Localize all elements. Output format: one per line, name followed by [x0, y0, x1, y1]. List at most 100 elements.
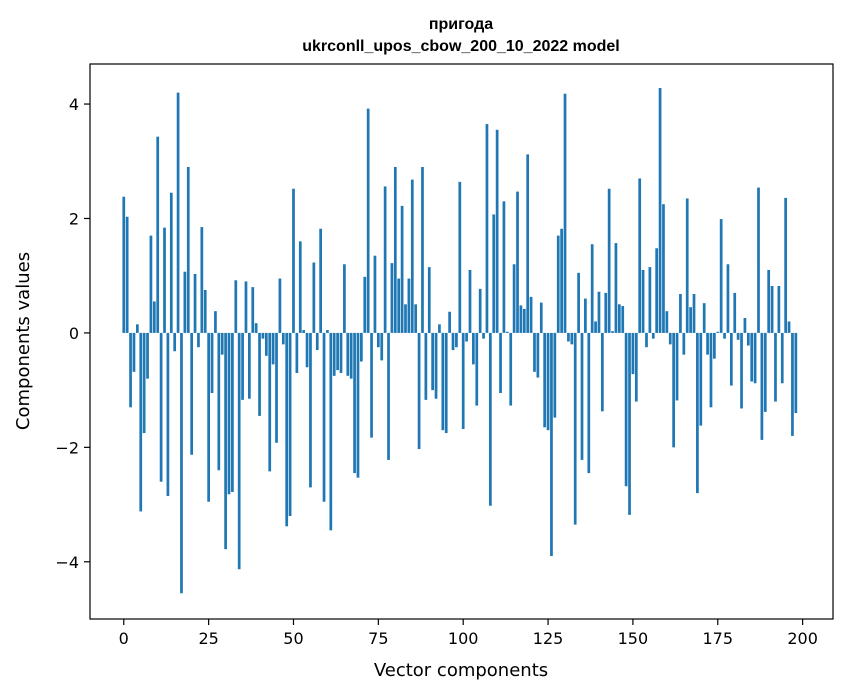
bar: [702, 303, 706, 333]
bar: [512, 264, 516, 333]
bar: [275, 332, 278, 443]
bar: [458, 181, 462, 333]
bar: [451, 332, 455, 351]
bar: [404, 304, 407, 333]
bar: [234, 280, 238, 333]
bar: [539, 302, 543, 333]
bar: [668, 332, 672, 345]
bar: [254, 323, 258, 333]
bar: [746, 332, 750, 346]
bar: [305, 332, 309, 368]
bar: [383, 186, 387, 333]
bar: [329, 332, 333, 531]
x-tick-label: 75: [368, 629, 388, 648]
bar: [777, 286, 781, 333]
bar: [268, 332, 272, 472]
bar: [193, 273, 197, 333]
bar: [757, 187, 760, 333]
bar: [577, 272, 580, 333]
bar: [614, 243, 618, 333]
bar: [183, 271, 187, 333]
bar: [292, 188, 295, 333]
bar: [326, 330, 329, 333]
bar: [424, 332, 428, 400]
bar: [278, 278, 282, 333]
bar: [760, 332, 764, 440]
bar: [468, 269, 472, 333]
bar: [601, 332, 604, 412]
bar: [519, 305, 523, 333]
bar: [448, 311, 451, 333]
bar: [621, 306, 625, 333]
bar: [421, 166, 424, 333]
bar: [556, 235, 560, 333]
bar: [631, 332, 635, 375]
x-axis-label: Vector components: [374, 660, 548, 681]
bar: [186, 166, 190, 333]
y-tick-label: −4: [55, 553, 79, 572]
bar: [770, 286, 774, 333]
bar: [560, 228, 563, 333]
bar: [227, 332, 231, 495]
bar: [217, 332, 221, 471]
bar: [461, 332, 465, 430]
bar: [475, 332, 479, 406]
bar: [719, 219, 723, 333]
bar: [634, 332, 638, 402]
bar: [332, 332, 336, 376]
bar: [173, 332, 177, 352]
bar: [658, 88, 662, 333]
bar: [132, 332, 136, 372]
bar: [478, 288, 482, 333]
bar: [502, 201, 506, 333]
bar: [356, 332, 360, 478]
bar: [353, 332, 356, 474]
bar: [488, 332, 492, 506]
bar: [159, 332, 163, 482]
bar: [149, 235, 153, 333]
bar: [482, 332, 485, 339]
bar: [533, 332, 536, 372]
x-tick-label: 150: [618, 629, 649, 648]
bar: [363, 276, 367, 333]
bar: [380, 332, 384, 361]
bar: [360, 332, 363, 362]
bar: [197, 332, 200, 348]
bar: [587, 332, 591, 474]
bar: [604, 292, 608, 333]
bar: [343, 264, 346, 333]
bar: [526, 154, 530, 333]
y-axis: −4 −2 0 2 4: [55, 95, 90, 572]
bar: [624, 332, 628, 487]
y-tick-label: 2: [69, 209, 79, 228]
bar: [309, 332, 312, 488]
bar: [336, 332, 339, 371]
bar: [733, 292, 737, 333]
bar: [716, 331, 720, 333]
bar: [281, 332, 285, 345]
bar: [645, 332, 648, 348]
bar: [146, 332, 149, 379]
bar: [441, 332, 445, 431]
bar: [692, 294, 696, 333]
x-tick-label: 100: [448, 629, 479, 648]
bar: [339, 332, 343, 373]
y-tick-label: 4: [69, 95, 79, 114]
bar: [261, 332, 265, 339]
bar: [529, 296, 533, 333]
bar: [740, 332, 743, 409]
bar: [414, 304, 418, 333]
bar: [285, 332, 289, 527]
bar: [200, 227, 204, 333]
x-tick-label: 0: [119, 629, 129, 648]
bar: [180, 332, 183, 594]
bar: [427, 267, 431, 333]
bar: [373, 255, 377, 333]
bar: [224, 332, 227, 550]
bar: [709, 332, 713, 408]
bar: [207, 332, 210, 502]
bar: [438, 324, 441, 333]
bar: [349, 332, 353, 379]
bar: [271, 332, 275, 365]
bar: [699, 332, 703, 426]
